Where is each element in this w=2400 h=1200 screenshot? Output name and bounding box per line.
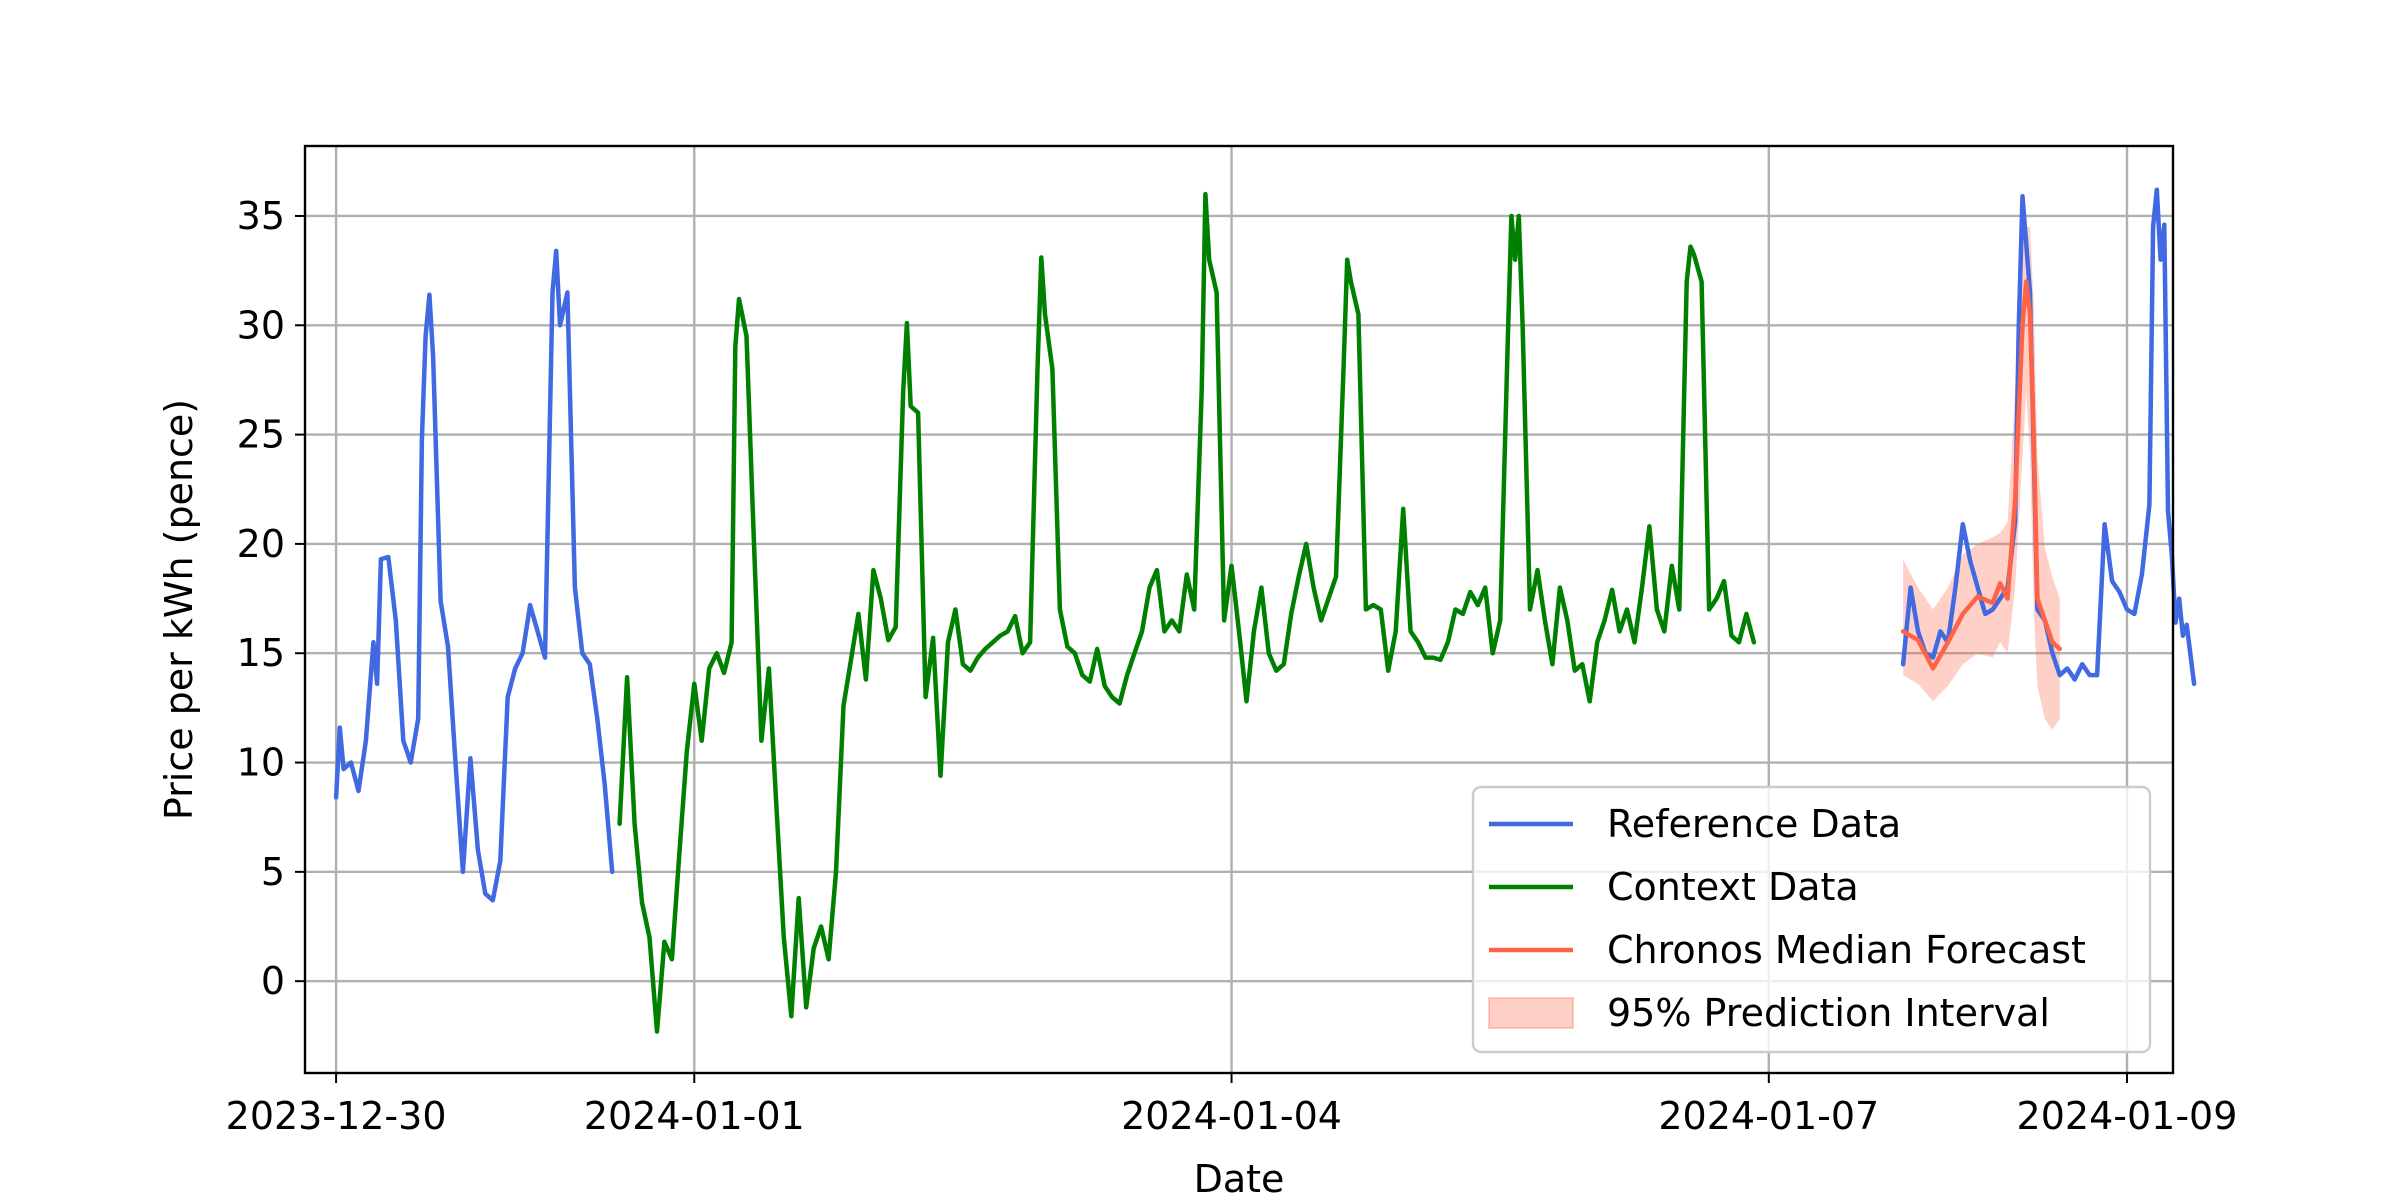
y-tick-label: 10 bbox=[237, 741, 285, 785]
legend-label: Reference Data bbox=[1607, 802, 1901, 846]
y-tick-label: 30 bbox=[237, 303, 285, 347]
y-tick-label: 5 bbox=[261, 850, 285, 894]
legend-label: Context Data bbox=[1607, 865, 1859, 909]
legend-swatch-band bbox=[1488, 997, 1574, 1029]
axes bbox=[303, 144, 2175, 1075]
y-tick-label: 35 bbox=[237, 194, 285, 238]
x-tick-label: 2024-01-07 bbox=[1658, 1094, 1879, 1138]
y-axis-ticks: 0 5 10 15 20 25 30 35 bbox=[237, 194, 305, 1003]
x-tick-label: 2023-12-30 bbox=[226, 1094, 447, 1138]
chronos-median-forecast-line bbox=[1900, 279, 2063, 671]
legend-label: 95% Prediction Interval bbox=[1607, 991, 2050, 1035]
series-lines bbox=[333, 187, 2197, 1034]
plot-frame bbox=[303, 144, 2175, 1075]
x-axis-label: Date bbox=[1194, 1157, 1285, 1200]
legend: Reference Data Context Data Chronos Median… bbox=[1471, 785, 2152, 1054]
x-tick-label: 2024-01-01 bbox=[584, 1094, 805, 1138]
legend-box bbox=[1471, 785, 2152, 1054]
y-tick-label: 20 bbox=[237, 522, 285, 566]
y-tick-label: 25 bbox=[237, 413, 285, 457]
reference-data-line bbox=[333, 187, 2197, 903]
legend-label: Chronos Median Forecast bbox=[1607, 928, 2086, 972]
x-tick-label: 2024-01-09 bbox=[2017, 1094, 2238, 1138]
context-data-line bbox=[617, 191, 1757, 1034]
y-tick-label: 0 bbox=[261, 959, 285, 1003]
y-axis-label: Price per kWh (pence) bbox=[157, 399, 201, 820]
y-tick-label: 15 bbox=[237, 631, 285, 675]
x-tick-label: 2024-01-04 bbox=[1121, 1094, 1342, 1138]
x-axis-ticks: 2023-12-30 2024-01-01 2024-01-04 2024-01-07… bbox=[226, 1073, 2238, 1138]
